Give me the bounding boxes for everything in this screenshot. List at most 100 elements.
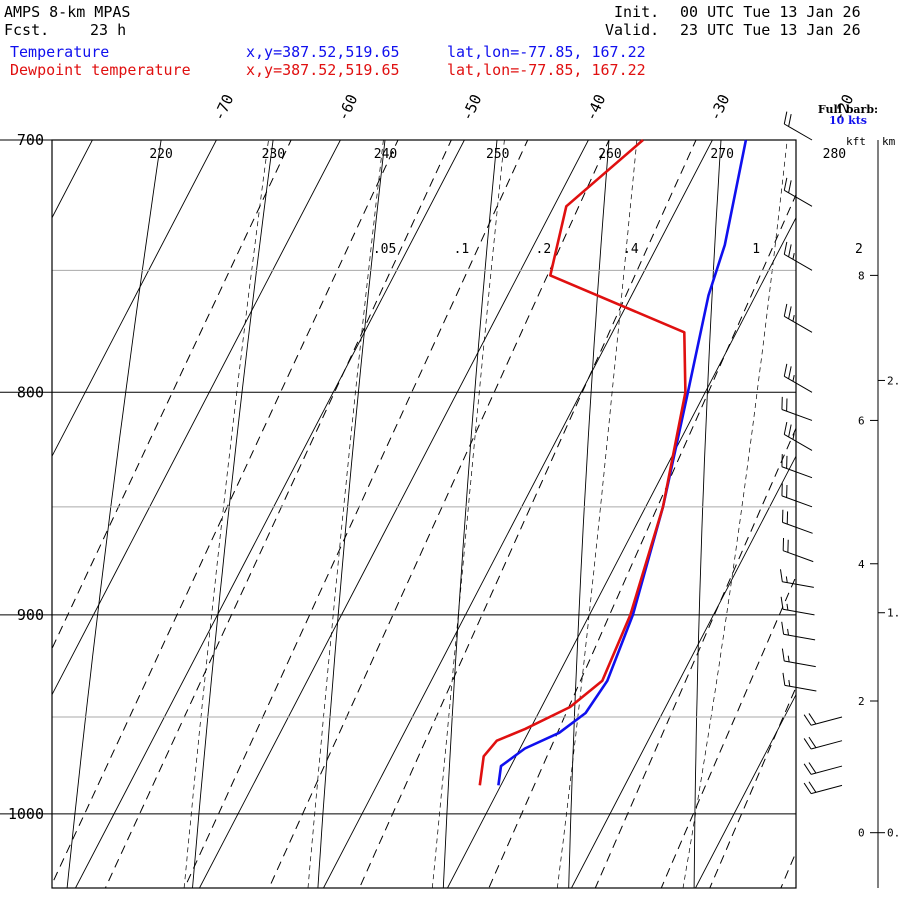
profile-line-temperature xyxy=(497,139,748,786)
isotherm-label: -50 xyxy=(458,92,486,124)
pressure-label: 900 xyxy=(17,606,44,624)
mixing-ratio-line xyxy=(594,427,796,888)
wind-barb-half-feather xyxy=(787,628,790,636)
profile-line-dewpoint-temperature xyxy=(478,139,687,786)
legend-dewpoint-name: Dewpoint temperature xyxy=(10,61,191,79)
mixing-ratio-label: .2 xyxy=(536,242,552,257)
km-tick-label: 0. xyxy=(887,827,900,840)
mixing-ratio-label: .05 xyxy=(373,242,396,257)
mixing-ratio-label: 1 xyxy=(752,242,760,257)
dry-adiabat-line xyxy=(66,140,162,888)
wind-barb-staff xyxy=(781,495,813,508)
wind-barb-half-feather xyxy=(792,374,795,382)
wind-barb xyxy=(782,509,813,534)
isotherm-line xyxy=(694,693,796,888)
kft-tick-label: 0 xyxy=(858,827,865,840)
mixing-ratio-line xyxy=(709,685,796,888)
wind-barb-feather xyxy=(808,781,817,793)
moist-adiabat-line xyxy=(183,140,269,888)
wind-barb xyxy=(783,177,813,207)
isotherm-label: -70 xyxy=(210,92,238,124)
init-value: 00 UTC Tue 13 Jan 26 xyxy=(680,3,861,21)
pressure-label: 700 xyxy=(17,131,44,149)
wind-barb-feather xyxy=(783,241,788,255)
wind-barb-staff xyxy=(784,660,816,668)
dry-adiabat-label: 260 xyxy=(598,147,621,162)
mixing-ratio-line xyxy=(183,140,529,888)
wind-barb-staff xyxy=(810,740,843,750)
wind-barb-half-feather xyxy=(788,679,791,687)
fcst-label: Fcst. xyxy=(4,21,50,39)
wind-barb-feather xyxy=(803,782,812,794)
legend-temperature-latlon: lat,lon=-77.85, 167.22 xyxy=(447,43,646,61)
wind-barb-feather xyxy=(808,736,817,748)
isotherm-line xyxy=(801,29,900,900)
dry-adiabat-label: 220 xyxy=(149,147,172,162)
wind-barb-staff xyxy=(810,765,843,775)
wind-barb-feather xyxy=(782,672,786,686)
valid-value: 23 UTC Tue 13 Jan 26 xyxy=(680,21,861,39)
wind-barb-feather xyxy=(788,244,792,257)
wind-barb-staff xyxy=(781,409,813,421)
wind-barb-staff xyxy=(783,550,814,563)
wind-barb-staff xyxy=(784,253,813,271)
wind-barb-feather xyxy=(808,713,817,725)
isotherm-label: -60 xyxy=(334,92,362,124)
isotherm-label: -20 xyxy=(830,92,858,124)
kft-tick-label: 4 xyxy=(858,558,865,571)
moist-adiabat-line xyxy=(556,140,638,888)
barb-note-line1: Full barb: xyxy=(817,103,879,116)
kft-tick-label: 2 xyxy=(858,695,865,708)
wind-barb-staff xyxy=(782,608,815,616)
mixing-ratio-line xyxy=(358,140,697,888)
wind-barb-feather xyxy=(779,569,783,582)
wind-barb-feather xyxy=(788,424,792,438)
wind-barb-half-feather xyxy=(792,433,795,440)
wind-barb xyxy=(782,672,817,692)
wind-barb-feather xyxy=(783,303,788,317)
plot-area xyxy=(0,29,900,900)
wind-barb-half-feather xyxy=(786,603,789,611)
isotherm-line xyxy=(74,140,465,888)
isotherm-line xyxy=(52,140,341,696)
mixing-ratio-label: 2 xyxy=(855,242,863,257)
wind-barb xyxy=(803,736,843,750)
kft-tick-label: 8 xyxy=(858,269,865,282)
wind-barb-staff xyxy=(784,433,813,451)
wind-barb-staff xyxy=(784,189,813,207)
wind-barb-staff xyxy=(784,684,817,692)
wind-barb-feather xyxy=(788,114,792,127)
dry-adiabat-line xyxy=(442,140,498,888)
isotherm-line xyxy=(322,140,713,888)
dry-adiabat-line xyxy=(568,140,610,888)
wind-barb-staff xyxy=(810,716,843,726)
legend-dewpoint-xy: x,y=387.52,519.65 xyxy=(246,61,400,79)
wind-barb xyxy=(803,781,843,795)
isotherm-label: -30 xyxy=(706,92,734,124)
wind-barb xyxy=(781,621,816,641)
dry-adiabat-label: 270 xyxy=(710,147,733,162)
wind-barb-feather xyxy=(781,621,785,635)
isotherm-line xyxy=(52,140,93,219)
wind-barb xyxy=(783,363,813,393)
dry-adiabat-line xyxy=(317,140,386,888)
wind-barb-feather xyxy=(803,763,812,775)
wind-barb xyxy=(781,648,816,668)
mixing-ratio-label: .1 xyxy=(454,242,470,257)
wind-barb xyxy=(803,713,843,726)
height-axis-km-label: km xyxy=(882,135,896,148)
wind-barb-staff xyxy=(784,123,813,141)
barb-note: Full barb: 10 kts xyxy=(812,104,884,126)
moist-adiabat-line xyxy=(801,29,900,900)
mixing-ratio-line xyxy=(268,140,610,888)
isotherm-line xyxy=(0,29,26,900)
isotherm-line xyxy=(52,140,217,458)
mixing-ratio-line xyxy=(104,140,452,888)
wind-barb-feather xyxy=(788,366,792,379)
mixing-ratio-line xyxy=(52,140,292,650)
wind-barb xyxy=(783,111,813,141)
wind-barb-half-feather xyxy=(787,655,790,662)
wind-barb xyxy=(781,396,813,421)
mixing-ratio-label: .4 xyxy=(623,242,639,257)
wind-barb-staff xyxy=(784,315,813,333)
